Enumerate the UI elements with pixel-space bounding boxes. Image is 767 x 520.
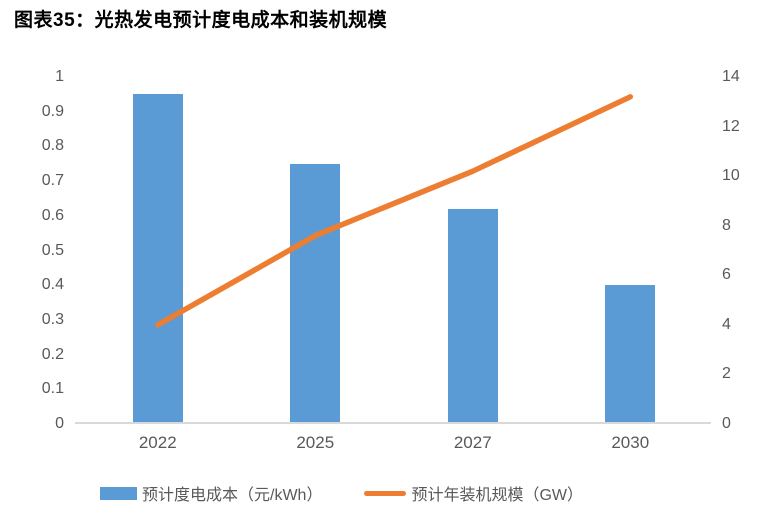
- y-tick-label-left: 0.8: [41, 137, 64, 155]
- x-tick-label: 2027: [453, 433, 492, 452]
- bar: [290, 163, 341, 424]
- y-tick-label-left: 0.2: [41, 345, 64, 363]
- y-tick-label-right: 2: [722, 365, 731, 383]
- y-tick-label-left: 0.5: [41, 241, 64, 259]
- legend: 预计度电成本（元/kWh） 预计年装机规模（GW）: [100, 481, 583, 505]
- y-tick-label-left: 0.4: [41, 276, 64, 294]
- y-tick-label-left: 0.7: [41, 172, 64, 190]
- legend-item-capacity: 预计年装机规模（GW）: [364, 481, 583, 505]
- x-tick-label: 2022: [138, 433, 177, 452]
- y-tick-label-right: 12: [722, 117, 740, 135]
- bar: [132, 94, 183, 424]
- x-tick-label: 2030: [611, 433, 650, 452]
- y-tick-label-left: 0.3: [41, 310, 64, 328]
- plot-area: [79, 77, 709, 424]
- y-tick-label-right: 4: [722, 315, 731, 333]
- x-axis-baseline: [75, 422, 711, 424]
- chart-title: 图表35：光热发电预计度电成本和装机规模: [14, 10, 388, 31]
- y-tick-label-right: 6: [722, 266, 731, 284]
- x-tick-label: 2025: [296, 433, 335, 452]
- y-tick-label-left: 0.6: [41, 206, 64, 224]
- trend-line: [155, 94, 634, 328]
- y-tick-label-left: 0: [55, 415, 64, 432]
- y-tick-label-right: 0: [722, 415, 731, 432]
- legend-item-cost: 预计度电成本（元/kWh）: [100, 481, 322, 505]
- line-series-swatch: [364, 490, 407, 496]
- legend-label-cost: 预计度电成本（元/kWh）: [142, 487, 323, 504]
- bar: [605, 285, 656, 424]
- y-tick-label-left: 1: [55, 68, 64, 85]
- y-tick-label-right: 10: [722, 167, 740, 185]
- trend-line-layer: [155, 94, 634, 328]
- y-tick-label-left: 0.9: [41, 102, 64, 120]
- y-tick-label-left: 0.1: [41, 380, 64, 398]
- legend-label-capacity: 预计年装机规模（GW）: [411, 487, 584, 504]
- bar-series-swatch: [100, 486, 137, 500]
- y-tick-label-right: 14: [722, 68, 740, 85]
- y-tick-label-right: 8: [722, 216, 731, 234]
- bar: [447, 208, 498, 424]
